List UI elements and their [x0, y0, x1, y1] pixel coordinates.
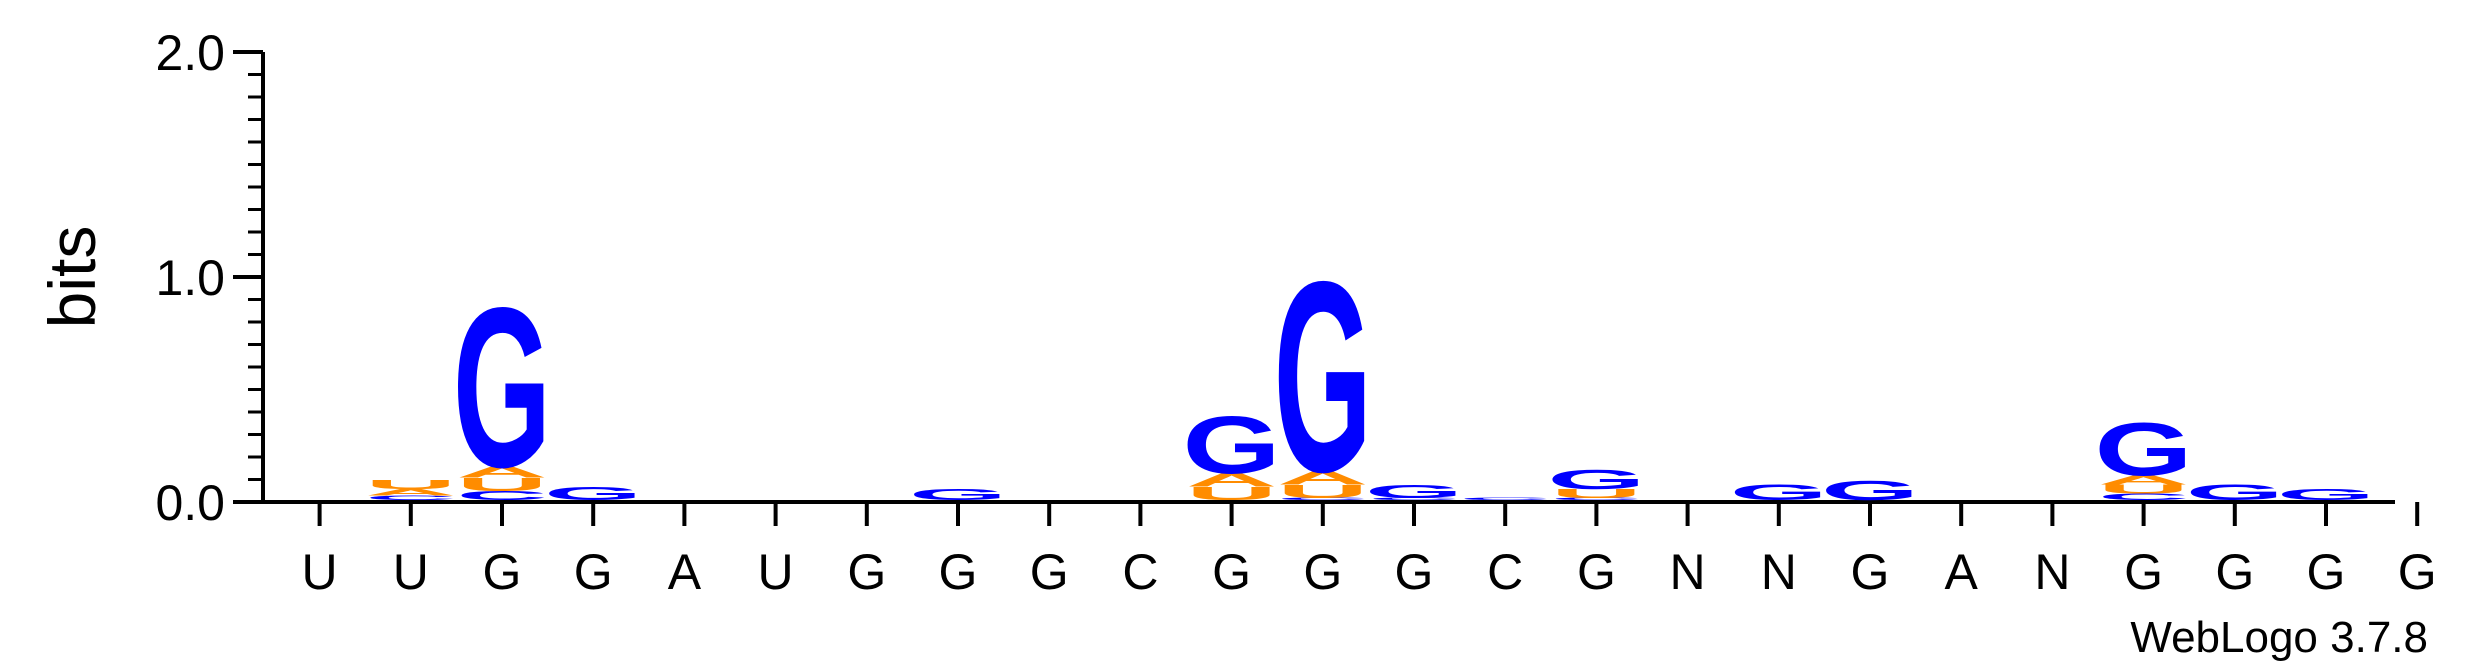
logo-letter-A: A	[2098, 473, 2189, 487]
logo-letter-G: G	[1821, 475, 1919, 506]
x-tick-label: G	[1030, 544, 1069, 600]
x-tick-label: U	[393, 544, 429, 600]
logo-letter-C: C	[1368, 497, 1459, 500]
x-tick-label: A	[668, 544, 702, 600]
x-tick-label: G	[2307, 544, 2346, 600]
x-tick-label: G	[2215, 544, 2254, 600]
y-ticks: 0.0 1.0 2.0	[155, 25, 263, 531]
x-tick-label: N	[1670, 544, 1706, 600]
x-tick-label: G	[1212, 544, 1251, 600]
x-tick-label: G	[2398, 544, 2437, 600]
logo-letter-G: G	[453, 261, 551, 516]
logo-letter-C: C	[1277, 497, 1368, 500]
logo-letter-U: U	[365, 478, 456, 492]
logo-letter-G: G	[1365, 481, 1463, 502]
x-tick-label: G	[483, 544, 522, 600]
logo-letter-U: U	[2098, 482, 2189, 496]
logo-letter-G: G	[2094, 408, 2192, 492]
y-tick-label: 2.0	[155, 25, 225, 81]
y-tick-label: 1.0	[155, 250, 225, 306]
logo-letter-U: U	[1551, 487, 1642, 501]
logo-letter-G: G	[2277, 486, 2375, 504]
x-tick-label: N	[2034, 544, 2070, 600]
x-tick-label: C	[1487, 544, 1523, 600]
logo-letter-G: G	[1274, 225, 1372, 529]
x-tick-label: U	[302, 544, 338, 600]
logo-letter-G: G	[909, 486, 1007, 504]
logo-letter-G: G	[1182, 400, 1280, 491]
logo-letter-A: A	[456, 463, 547, 481]
x-tick-label: N	[1761, 544, 1797, 600]
x-tick-label: G	[847, 544, 886, 600]
logo-letter-U: U	[1277, 481, 1368, 502]
logo-letter-G: G	[1730, 480, 1828, 504]
logo-letter-U: U	[1186, 483, 1277, 504]
logo-letter-C: C	[1551, 497, 1642, 500]
x-tick-label: G	[1577, 544, 1616, 600]
x-tick-label: G	[1851, 544, 1890, 600]
y-minor-ticks	[248, 73, 263, 481]
x-tick-label: G	[2124, 544, 2163, 600]
y-axis-label: bits	[35, 226, 109, 329]
x-tick-label: U	[758, 544, 794, 600]
logo-letter-A: A	[365, 487, 456, 497]
logo-letter-G: G	[544, 483, 642, 504]
logo-letter-G: G	[1547, 464, 1645, 495]
logo-letter-C: C	[456, 489, 547, 503]
logo-letter-G: G	[2186, 480, 2284, 504]
weblogo-credit: WebLogo 3.7.8	[2130, 613, 2428, 662]
y-tick-label: 0.0	[155, 475, 225, 531]
logo-letter-C: C	[1460, 497, 1551, 500]
x-tick-label: G	[574, 544, 613, 600]
logo-letter-C: C	[365, 494, 456, 501]
x-tick-label: G	[1395, 544, 1434, 600]
logo-letter-A: A	[1277, 467, 1368, 488]
logo-letter-C: C	[2098, 492, 2189, 502]
x-tick-label: C	[1122, 544, 1158, 600]
logo-letter-U: U	[456, 474, 547, 495]
x-tick-label: G	[939, 544, 978, 600]
x-tick-label: A	[1945, 544, 1979, 600]
x-tick-label: G	[1303, 544, 1342, 600]
logo-letter-A: A	[1186, 470, 1277, 491]
